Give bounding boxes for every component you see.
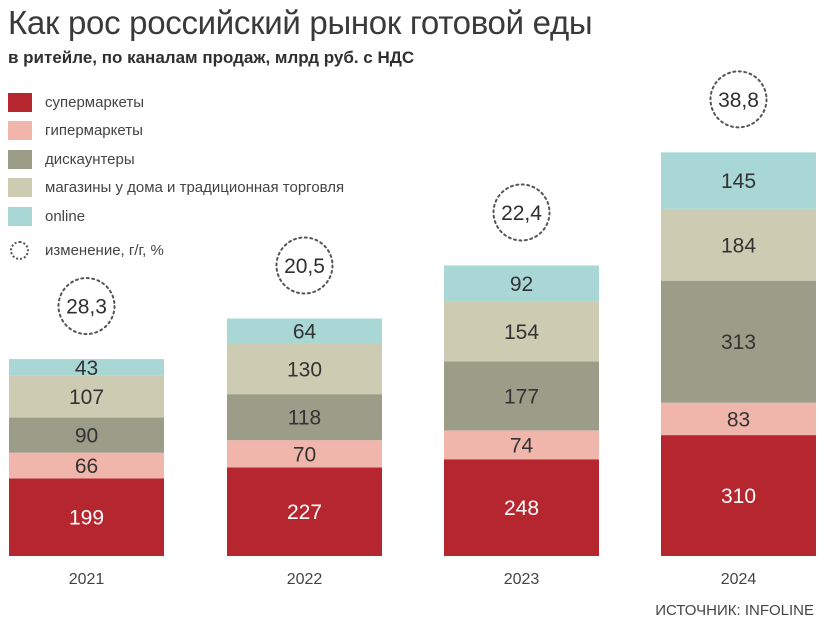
bar-label-online-2023: 92	[510, 273, 533, 296]
legend-label-discounters: дискаунтеры	[45, 150, 135, 168]
legend-swatch-discounters	[8, 149, 32, 169]
bar-stack-2023: 248 74 177 154 92	[444, 265, 599, 556]
bar-label-online-2021: 43	[75, 357, 98, 380]
bar-stack-2024: 310 83 313 184 145	[661, 152, 816, 556]
legend-label-online: online	[45, 207, 86, 225]
bar-label-convenience-2021: 107	[69, 386, 104, 409]
chart-title: Как рос российский рынок готовой еды	[8, 4, 593, 41]
bar-online-2022	[227, 318, 382, 344]
change-circle-2021	[57, 277, 116, 336]
bar-supermarkets-2024	[661, 435, 816, 556]
bar-hypermarkets-2021	[9, 452, 164, 479]
change-circle-2024	[709, 70, 768, 129]
bar-online-2023	[444, 265, 599, 302]
bar-label-discounters-2022: 118	[288, 407, 321, 430]
bar-supermarkets-2021	[9, 478, 164, 556]
change-label-2024: 38,8	[718, 89, 759, 112]
legend-item-discounters: дискаунтеры	[8, 145, 344, 174]
bar-hypermarkets-2022	[227, 440, 382, 468]
bar-label-discounters-2023: 177	[504, 385, 539, 408]
legend-swatch-hypermarkets	[8, 121, 32, 141]
bar-label-discounters-2024: 313	[721, 331, 756, 354]
bar-convenience-2024	[661, 208, 816, 281]
change-circle-2023	[492, 183, 551, 242]
bar-label-supermarkets-2024: 310	[721, 485, 756, 508]
bar-convenience-2021	[9, 375, 164, 418]
legend-swatch-supermarkets	[8, 92, 32, 112]
bar-label-online-2024: 145	[721, 170, 756, 193]
legend-label-hypermarkets: гипермаркеты	[45, 122, 143, 140]
bar-label-supermarkets-2021: 199	[69, 507, 104, 530]
bar-label-hypermarkets-2021: 66	[75, 455, 98, 478]
legend-item-change: изменение, г/г, %	[8, 237, 344, 266]
legend-swatch-online	[8, 206, 32, 226]
bar-label-hypermarkets-2023: 74	[510, 434, 534, 457]
bar-discounters-2022	[227, 394, 382, 441]
bar-online-2021	[9, 359, 164, 376]
legend-swatch-convenience	[8, 178, 32, 198]
bar-hypermarkets-2024	[661, 402, 816, 436]
bar-label-hypermarkets-2022: 70	[293, 443, 316, 466]
bar-label-hypermarkets-2024: 83	[727, 408, 750, 431]
year-label-2023: 2023	[504, 571, 540, 588]
bar-online-2024	[661, 152, 816, 209]
bar-discounters-2024	[661, 280, 816, 403]
bar-label-online-2022: 64	[293, 320, 317, 343]
bar-discounters-2023	[444, 361, 599, 431]
year-label-2022: 2022	[287, 571, 323, 588]
bar-label-convenience-2024: 184	[721, 234, 756, 257]
bar-label-supermarkets-2023: 248	[504, 497, 539, 520]
bar-discounters-2021	[9, 417, 164, 453]
legend-item-convenience: магазины у дома и традиционная торговля	[8, 174, 344, 203]
bar-stack-2021: 199 66 90 107 43	[9, 357, 164, 556]
bar-label-convenience-2022: 130	[287, 358, 322, 381]
bar-stack-2022: 227 70 118 130 64	[227, 318, 382, 556]
dotted-circle-icon	[10, 241, 29, 261]
legend-label-convenience: магазины у дома и традиционная торговля	[45, 179, 345, 197]
source-note: ИСТОЧНИК: INFOLINE	[655, 602, 814, 619]
bar-hypermarkets-2023	[444, 430, 599, 460]
bar-convenience-2022	[227, 343, 382, 395]
legend-item-online: online	[8, 202, 344, 231]
bar-supermarkets-2022	[227, 467, 382, 556]
change-label-2022: 20,5	[284, 255, 325, 278]
change-label-2023: 22,4	[501, 202, 542, 225]
change-label-2021: 28,3	[66, 296, 107, 319]
bar-label-supermarkets-2022: 227	[287, 501, 322, 524]
legend-label-change: изменение, г/г, %	[45, 242, 164, 260]
year-label-2024: 2024	[721, 571, 757, 588]
legend-item-hypermarkets: гипермаркеты	[8, 117, 344, 146]
bar-label-discounters-2021: 90	[75, 425, 98, 448]
bar-convenience-2023	[444, 301, 599, 362]
chart-subtitle: в ритейле, по каналам продаж, млрд руб. …	[8, 48, 415, 67]
legend: супермаркеты гипермаркеты дискаунтеры ма…	[8, 88, 344, 265]
bar-supermarkets-2023	[444, 459, 599, 556]
year-label-2021: 2021	[69, 571, 105, 588]
legend-label-supermarkets: супермаркеты	[45, 93, 145, 111]
legend-item-supermarkets: супермаркеты	[8, 88, 344, 117]
change-circle-2022	[275, 236, 334, 295]
bar-label-convenience-2023: 154	[504, 321, 539, 344]
